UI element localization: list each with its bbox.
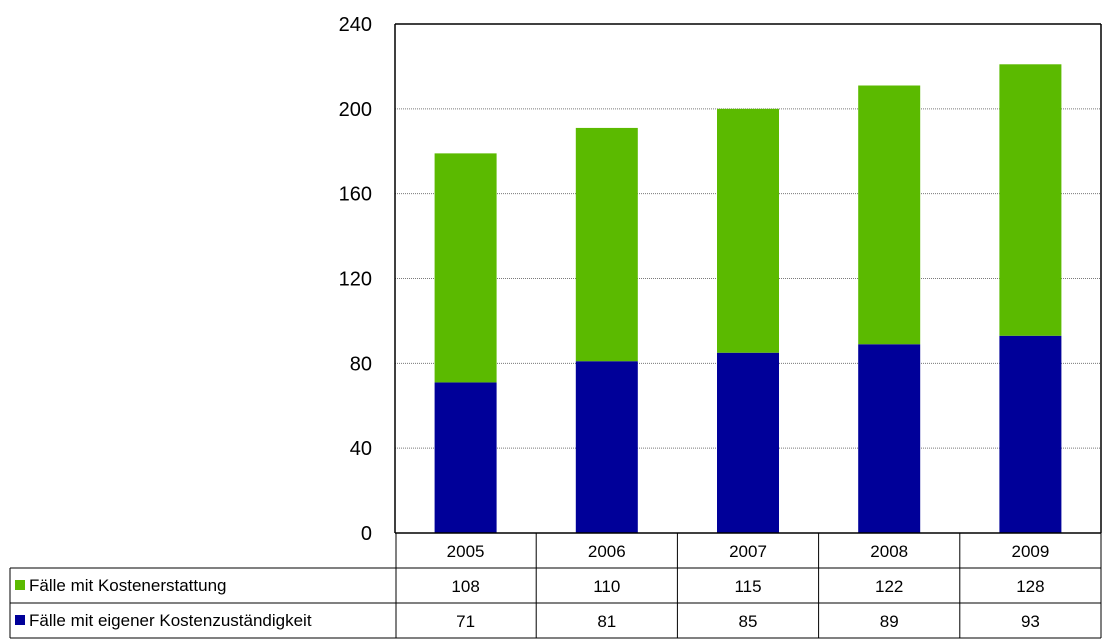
bar-segment <box>434 153 497 383</box>
bar-segment <box>717 108 779 353</box>
data-table-value: 115 <box>734 577 761 596</box>
data-table-value: 108 <box>451 577 479 596</box>
y-tick-label: 240 <box>339 14 372 36</box>
bar-segment <box>575 361 638 533</box>
data-table-value: 89 <box>880 612 899 631</box>
x-tick-label: 2009 <box>1011 542 1049 561</box>
bar-segment <box>717 352 779 533</box>
data-table-value: 110 <box>593 577 620 596</box>
y-axis-tick-labels: 0 40 80 120 160 200 240 <box>339 14 372 545</box>
bar-segment <box>858 85 921 345</box>
data-table: 2005 2006 2007 2008 2009 Fälle mit Kostenerst… <box>9 532 1102 639</box>
data-table-value: 93 <box>1021 612 1040 631</box>
x-tick-label: 2005 <box>447 542 485 561</box>
legend-swatch <box>15 615 25 625</box>
bar-segment <box>999 64 1062 336</box>
x-tick-label: 2008 <box>870 542 908 561</box>
bar-segment <box>575 127 638 362</box>
y-tick-label: 0 <box>361 523 372 545</box>
x-tick-label: 2006 <box>588 542 626 561</box>
bar-segment <box>999 335 1062 533</box>
y-tick-label: 40 <box>350 438 372 460</box>
y-tick-label: 120 <box>339 269 372 291</box>
legend-entry: Fälle mit eigener Kostenzuständigkeit <box>29 611 312 630</box>
x-tick-label: 2007 <box>729 542 767 561</box>
bar-segment <box>434 382 497 533</box>
legend-entry: Fälle mit Kostenerstattung <box>29 576 226 595</box>
data-table-value: 122 <box>875 577 903 596</box>
axes <box>394 23 1102 533</box>
data-table-value: 85 <box>739 612 758 631</box>
data-table-value: 128 <box>1016 577 1044 596</box>
y-tick-label: 160 <box>339 184 372 206</box>
bar-segment <box>858 344 921 533</box>
bars <box>434 64 1062 533</box>
data-table-value: 71 <box>456 612 475 631</box>
y-tick-label: 200 <box>339 99 372 121</box>
y-tick-label: 80 <box>350 353 372 375</box>
legend-swatch <box>15 580 25 590</box>
data-table-value: 81 <box>597 612 616 631</box>
